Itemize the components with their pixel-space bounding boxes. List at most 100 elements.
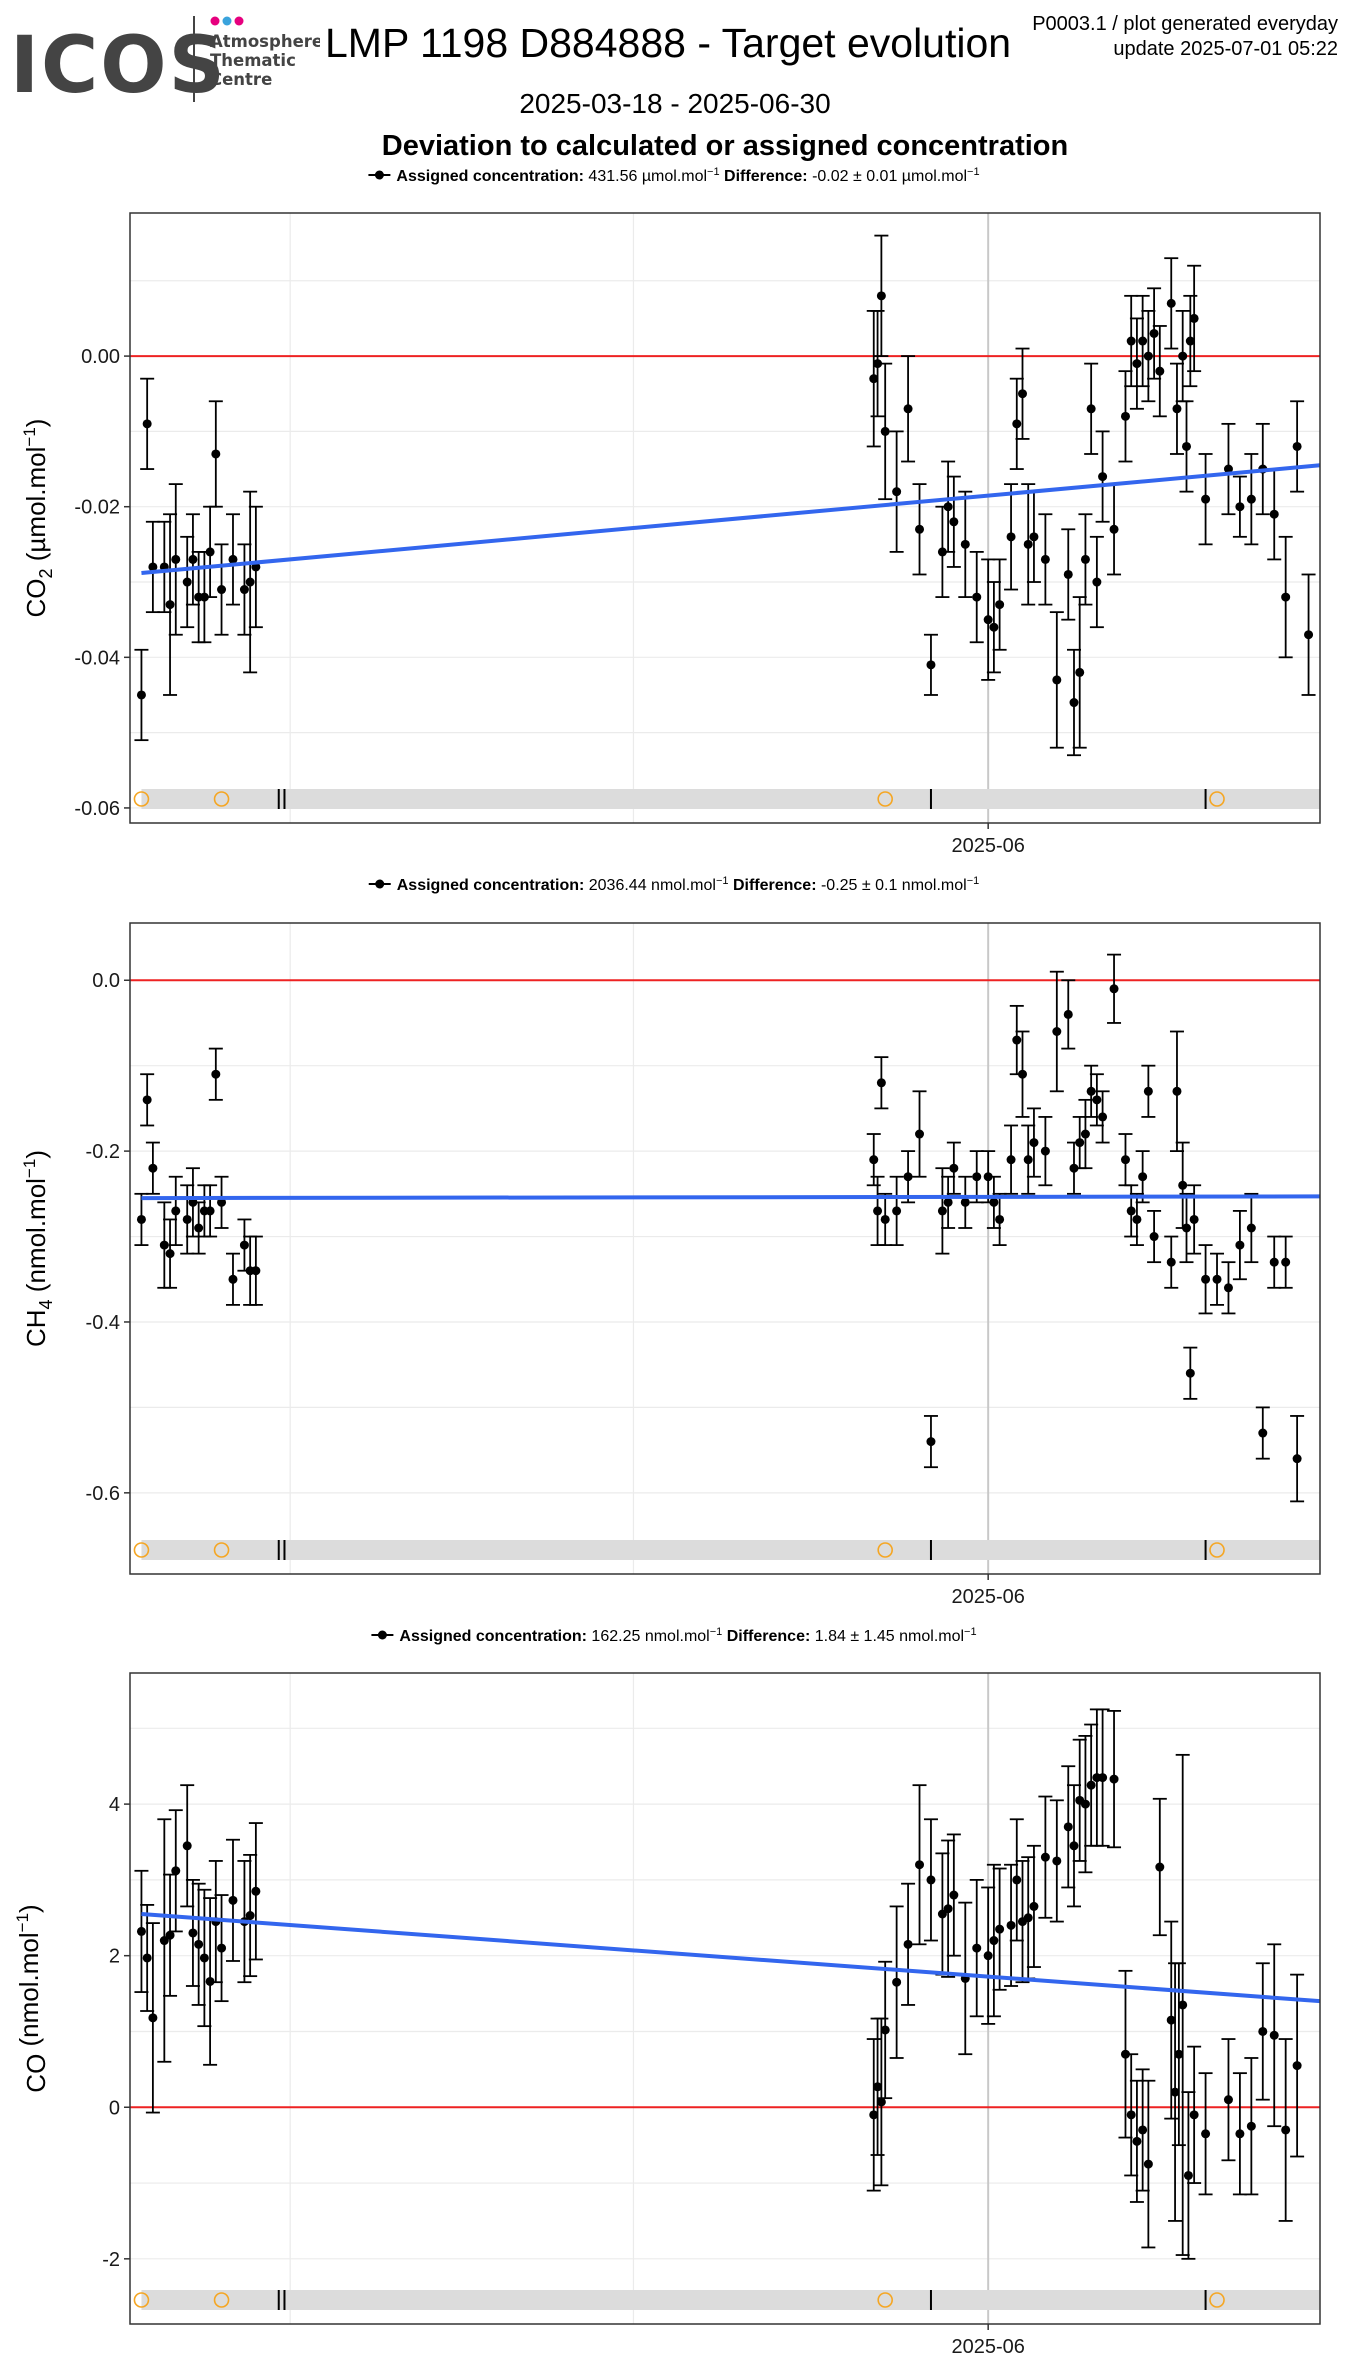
flag-circle xyxy=(877,2292,893,2308)
data-point xyxy=(995,1214,1005,1224)
data-point xyxy=(1269,1257,1279,1267)
data-point xyxy=(217,1943,227,1953)
data-point xyxy=(1098,1112,1108,1122)
data-point xyxy=(1155,1862,1165,1872)
header-meta: P0003.1 / plot generated everyday update… xyxy=(1032,12,1338,62)
data-point xyxy=(1092,1095,1102,1105)
legend-marker-dot xyxy=(374,170,384,180)
data-point xyxy=(1258,2026,1268,2036)
data-point xyxy=(926,1875,936,1885)
legend-text: Assigned concentration: 2036.44 nmol.mol… xyxy=(397,875,980,894)
data-point xyxy=(251,1266,261,1276)
flag-circle xyxy=(213,2292,230,2308)
data-point xyxy=(1174,2049,1184,2059)
panel-border xyxy=(129,212,1321,824)
legend-text: Assigned concentration: 431.56 µmol.mol−… xyxy=(396,166,979,185)
y-axis-title: CO (nmol.mol−1) xyxy=(13,1904,51,2092)
data-point xyxy=(943,1904,953,1914)
data-point xyxy=(217,585,227,595)
data-point xyxy=(1069,1841,1079,1851)
data-point xyxy=(1069,698,1079,708)
data-point xyxy=(1132,2136,1142,2146)
data-point xyxy=(1080,554,1090,564)
data-point xyxy=(1178,1180,1188,1190)
data-point xyxy=(245,1911,255,1921)
data-point xyxy=(1138,1172,1148,1182)
y-tick-label: 0.00 xyxy=(81,346,120,368)
data-point xyxy=(1304,630,1314,640)
flag-circle xyxy=(213,1542,230,1558)
data-point xyxy=(1040,1852,1050,1862)
data-point xyxy=(995,600,1005,610)
data-point xyxy=(1086,1086,1096,1096)
data-point xyxy=(989,622,999,632)
data-point xyxy=(165,1249,175,1259)
data-point xyxy=(1040,1146,1050,1156)
data-point xyxy=(880,2025,890,2035)
y-axis-title: CO2 (µmol.mol−1) xyxy=(20,419,56,618)
flag-circle xyxy=(877,791,893,807)
legend: Assigned concentration: 162.25 nmol.mol−… xyxy=(371,1626,977,1645)
panel-co: 4 2 0 -2 2025-06 CO (nmol.mol−1) Assigned conc… xyxy=(13,1626,1321,2358)
logo-line-2: Thematic xyxy=(210,51,296,70)
trend-line xyxy=(141,463,1321,575)
data-point xyxy=(205,547,215,557)
data-point xyxy=(1149,328,1159,338)
data-point xyxy=(1086,404,1096,414)
data-point xyxy=(1170,2087,1180,2097)
panel-border xyxy=(129,922,1321,1575)
data-point xyxy=(1012,419,1022,429)
data-point xyxy=(1155,366,1165,376)
flag-band xyxy=(141,789,1321,809)
data-point xyxy=(892,1977,902,1987)
data-point xyxy=(1023,1913,1033,1923)
data-point xyxy=(1149,1232,1159,1242)
data-point xyxy=(1132,1214,1142,1224)
data-point xyxy=(995,1924,1005,1934)
data-point xyxy=(1258,1428,1268,1438)
data-point xyxy=(1223,2095,1233,2105)
data-point xyxy=(989,1197,999,1207)
data-point xyxy=(873,2082,883,2092)
y-tick-label: -0.02 xyxy=(74,497,120,519)
data-point xyxy=(972,592,982,602)
data-point xyxy=(1029,532,1039,542)
data-point xyxy=(1246,2121,1256,2131)
data-point xyxy=(892,1206,902,1216)
data-point xyxy=(876,291,886,301)
data-point xyxy=(1143,351,1153,361)
data-point xyxy=(1201,2129,1211,2139)
data-point xyxy=(239,1240,249,1250)
data-point xyxy=(1086,1780,1096,1790)
logo-divider xyxy=(193,16,195,102)
y-tick-label: -0.2 xyxy=(86,1141,120,1163)
icos-logo: ICOS Atmosphere Thematic Centre xyxy=(10,16,320,108)
data-point xyxy=(1132,359,1142,369)
data-point xyxy=(960,1197,970,1207)
data-point xyxy=(869,2110,879,2120)
data-point xyxy=(1092,577,1102,587)
y-tick-label: -0.06 xyxy=(74,798,120,820)
data-point xyxy=(1182,1223,1192,1233)
data-point xyxy=(1182,441,1192,451)
data-point xyxy=(1223,1283,1233,1293)
data-point xyxy=(1109,984,1119,994)
data-point xyxy=(983,1951,993,1961)
data-point xyxy=(1185,1368,1195,1378)
logo-line-1: Atmosphere xyxy=(210,32,320,51)
data-point xyxy=(915,1129,925,1139)
data-point xyxy=(1172,1086,1182,1096)
data-point xyxy=(194,1939,204,1949)
data-point xyxy=(1223,464,1233,474)
data-point xyxy=(182,1214,192,1224)
data-point xyxy=(239,585,249,595)
data-point xyxy=(217,1197,227,1207)
data-point xyxy=(1063,1822,1073,1832)
data-point xyxy=(245,577,255,587)
data-point xyxy=(943,1197,953,1207)
data-point xyxy=(926,660,936,670)
data-point xyxy=(943,502,953,512)
data-point xyxy=(1109,524,1119,534)
panel-border xyxy=(129,1672,1321,2325)
